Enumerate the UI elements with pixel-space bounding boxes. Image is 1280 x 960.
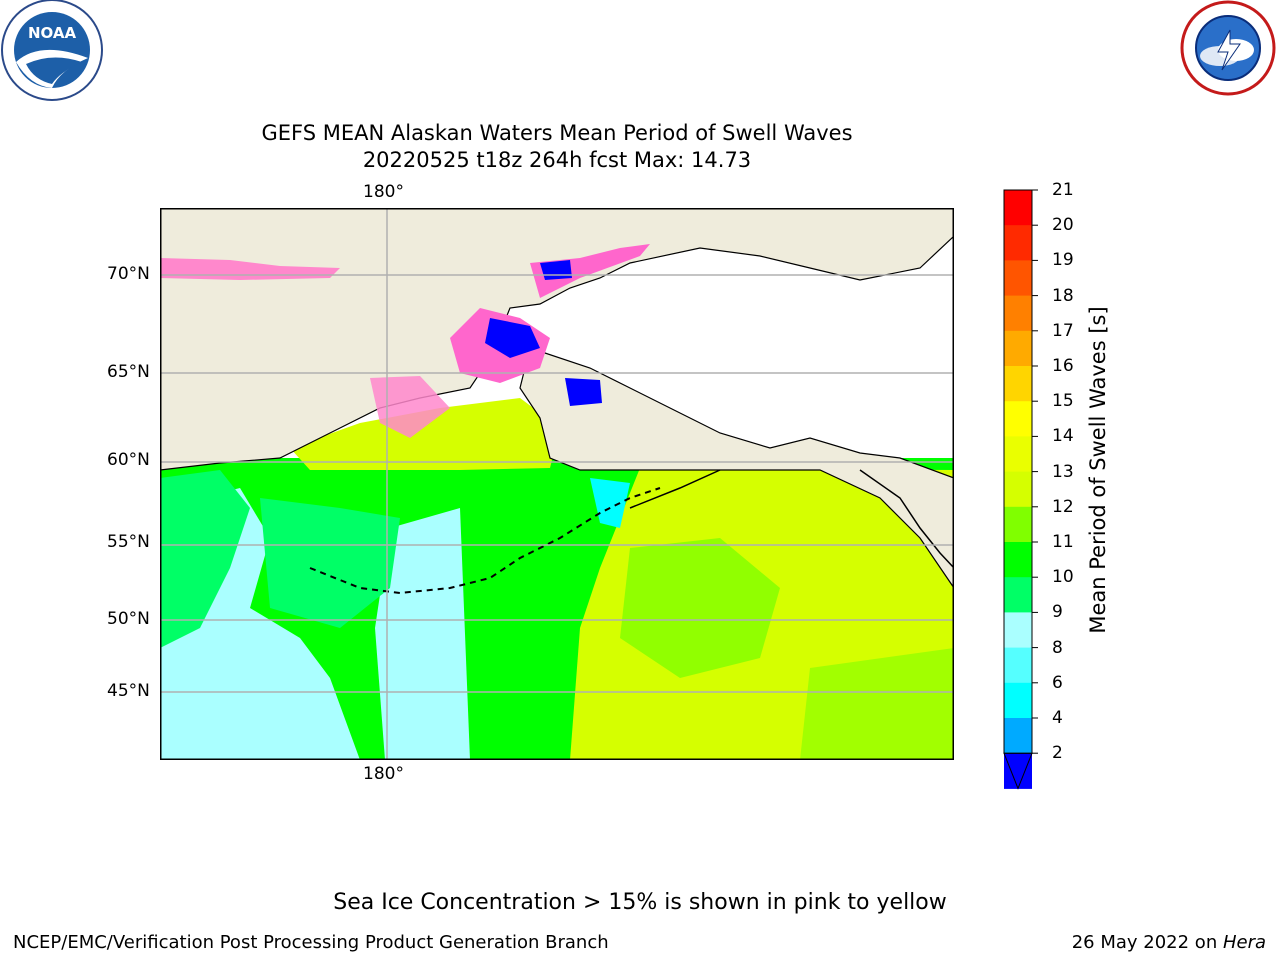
sea-ice-chukchi	[530, 244, 650, 298]
lat-label-65: 65°N	[107, 362, 150, 382]
swell-region-9-10s-west	[160, 470, 250, 648]
footer-date-text: 26 May 2022 on	[1071, 932, 1223, 953]
colorbar-segment	[1004, 647, 1032, 684]
ice-pack-chukchi	[540, 260, 572, 280]
swell-region-8-9s-central	[375, 508, 470, 760]
colorbar-segment	[1004, 225, 1032, 261]
colorbar-tick-label: 11	[1052, 532, 1074, 552]
colorbar-tick-label: 15	[1052, 391, 1074, 412]
colorbar-segment	[1004, 682, 1032, 719]
colorbar-tick-label: 8	[1052, 637, 1063, 658]
colorbar-segment	[1004, 506, 1032, 543]
colorbar-tick-label: 13	[1052, 461, 1074, 482]
swell-region-12-13s-southeast	[800, 648, 954, 760]
colorbar-segment	[1004, 190, 1032, 226]
ice-pack-strait	[485, 318, 540, 358]
colorbar-segment	[1004, 401, 1032, 437]
lon-label-top: 180°	[363, 182, 404, 202]
colorbar-segment	[1004, 295, 1032, 332]
sea-ice-gulf-anadyr	[370, 376, 450, 438]
swell-region-12-13s-east	[620, 538, 780, 678]
colorbar-tick-label: 19	[1052, 250, 1074, 271]
colorbar-tick-label: 6	[1052, 672, 1063, 693]
colorbar-tick-label: 9	[1052, 602, 1063, 623]
lat-label-55: 55°N	[107, 532, 150, 552]
colorbar-tick-label: 20	[1052, 215, 1074, 236]
colorbar-tick-label: 4	[1052, 708, 1063, 728]
colorbar-tick-label: 2	[1052, 743, 1063, 764]
aleutian-chain	[309, 487, 661, 595]
colorbar-tick-label: 21	[1052, 180, 1074, 200]
sea-ice-bristol	[590, 478, 630, 528]
colorbar-tick-label: 16	[1052, 356, 1074, 376]
colorbar-svg	[1003, 189, 1038, 790]
map-svg	[160, 208, 954, 760]
colorbar-segment	[1004, 612, 1032, 649]
colorbar-segment	[1004, 260, 1032, 297]
land-alaska	[519, 347, 954, 590]
colorbar-segment	[1004, 330, 1032, 367]
colorbar-tick-label: 14	[1052, 426, 1074, 447]
colorbar-segment	[1004, 366, 1032, 402]
ice-pack-norton	[565, 378, 602, 406]
lat-label-60: 60°N	[107, 450, 150, 470]
alaska-peninsula	[629, 469, 721, 509]
colorbar-segment	[1004, 542, 1032, 578]
chart-title-line2: 20220525 t18z 264h fcst Max: 14.73	[362, 148, 752, 172]
map-border	[160, 208, 954, 760]
colorbar-segment	[1004, 471, 1032, 508]
chart-title-line1: GEFS MEAN Alaskan Waters Mean Period of …	[261, 121, 853, 145]
lat-label-70: 70°N	[107, 264, 150, 284]
footer-branch: NCEP/EMC/Verification Post Processing Pr…	[13, 932, 609, 953]
colorbar-tick-label: 18	[1052, 285, 1074, 306]
noaa-logo: NOAA	[0, 0, 104, 104]
nws-logo	[1178, 0, 1278, 100]
colorbar-segment	[1004, 436, 1032, 473]
lat-label-45: 45°N	[107, 681, 150, 701]
colorbar-tick-label: 12	[1052, 496, 1074, 517]
colorbar-segment	[1004, 577, 1032, 613]
lat-label-50: 50°N	[107, 609, 150, 629]
southeast-alaska-coast	[859, 469, 954, 569]
svg-text:NOAA: NOAA	[28, 24, 77, 42]
footer-date: 26 May 2022 on Hera	[1072, 932, 1266, 953]
swell-region-9-10s-belt	[260, 498, 400, 628]
map-panel	[160, 208, 954, 760]
swell-region-13s-bering	[290, 398, 560, 470]
land-russia	[160, 208, 954, 471]
graticule	[160, 208, 954, 760]
lon-label-bottom: 180°	[363, 764, 404, 784]
colorbar-tick-label: 10	[1052, 567, 1074, 588]
footer-host: Hera	[1222, 932, 1266, 953]
colorbar-title: Mean Period of Swell Waves [s]	[1086, 306, 1110, 634]
sea-ice-note: Sea Ice Concentration > 15% is shown in …	[333, 890, 947, 915]
colorbar-tick-label: 17	[1052, 320, 1074, 341]
colorbar-segment	[1004, 718, 1032, 754]
colorbar	[996, 180, 1066, 790]
